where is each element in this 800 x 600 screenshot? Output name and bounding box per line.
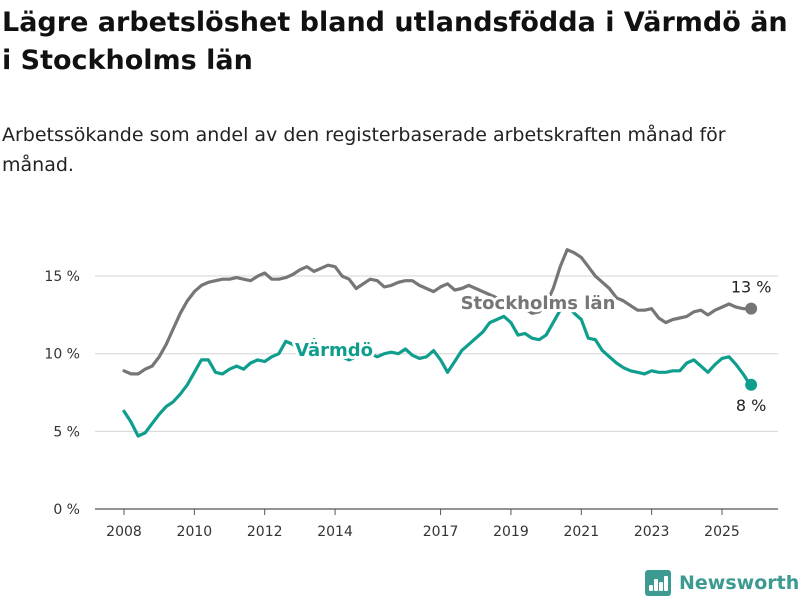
- gridlines: [95, 275, 778, 510]
- y-tick-label: 10 %: [44, 347, 80, 363]
- series-end-point: [745, 378, 758, 391]
- series-label: Värmdö: [295, 340, 373, 361]
- x-tick-label: 2021: [563, 524, 599, 540]
- x-tick-label: 2012: [247, 524, 283, 540]
- series-lines: [122, 248, 758, 438]
- chart-subtitle: Arbetssökande som andel av den registerb…: [2, 124, 726, 176]
- bar-chart-icon: [645, 570, 671, 596]
- x-axis-ticks: 2008 2010 2012 2014 2017 2019 2021 2023 2025: [106, 509, 740, 540]
- chart-title: Lägre arbetslöshet bland utlandsfödda i …: [2, 7, 788, 76]
- x-tick-label: 2017: [423, 524, 459, 540]
- x-tick-label: 2025: [704, 524, 740, 540]
- series-label-halo: Värmdö: [295, 340, 373, 361]
- series-end-label: 8 %: [736, 396, 766, 415]
- x-tick-label: 2023: [634, 524, 670, 540]
- y-axis-ticks: 0 % 5 % 10 % 15 %: [44, 269, 80, 518]
- series-end-point: [745, 302, 758, 315]
- series-line: [122, 248, 752, 376]
- x-tick-label: 2010: [177, 524, 213, 540]
- brand-logo: Newsworthy: [645, 568, 800, 598]
- x-tick-label: 2014: [317, 524, 353, 540]
- y-tick-label: 0 %: [53, 502, 80, 518]
- series-label-halo: Stockholms län: [461, 293, 616, 314]
- series-label: Stockholms län: [461, 293, 616, 314]
- brand-name: Newsworthy: [679, 572, 800, 594]
- y-tick-label: 5 %: [53, 424, 80, 440]
- y-tick-label: 15 %: [44, 269, 80, 285]
- x-tick-label: 2008: [106, 524, 142, 540]
- series-end-label: 13 %: [731, 278, 772, 297]
- x-tick-label: 2019: [493, 524, 529, 540]
- series-line: [122, 304, 752, 438]
